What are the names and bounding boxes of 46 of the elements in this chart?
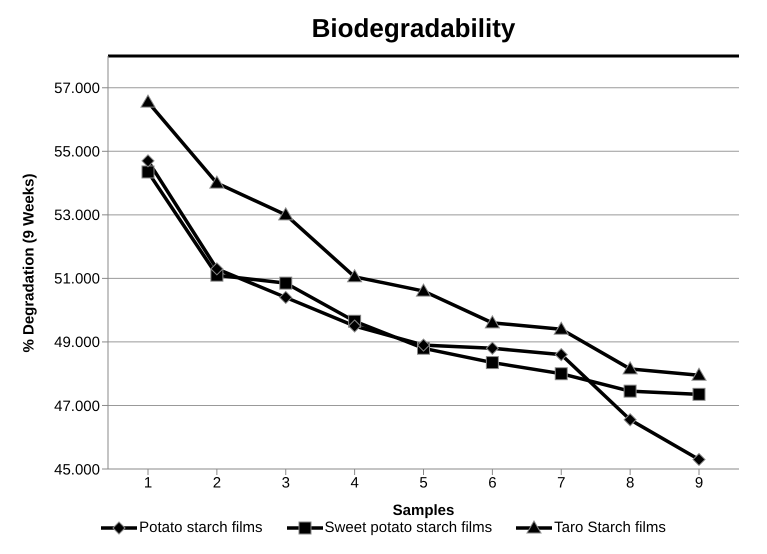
point (692, 388, 706, 401)
point (209, 176, 224, 189)
legend-label: Potato starch films (139, 519, 263, 536)
point (624, 413, 637, 426)
y-tick-label: 51.000 (54, 270, 100, 288)
point (279, 276, 292, 290)
chart-title: Biodegradability (310, 12, 516, 45)
y-axis-title: % Degradation (9 Weeks) (20, 174, 38, 352)
point (279, 290, 292, 304)
point (142, 154, 154, 168)
point (347, 269, 362, 282)
point (622, 361, 638, 374)
point (210, 262, 224, 276)
x-tick-label: 9 (694, 474, 704, 492)
point (554, 348, 568, 362)
point (624, 384, 637, 398)
legend-label: Taro Starch films (554, 519, 666, 536)
point (486, 356, 499, 370)
point (142, 165, 154, 178)
y-tick-label: 57.000 (54, 80, 100, 98)
x-tick-label: 6 (488, 474, 497, 492)
point (416, 284, 431, 297)
point (692, 368, 706, 381)
x-tick-label: 2 (212, 474, 222, 492)
y-tick-label: 55.000 (54, 144, 100, 161)
x-tick-label: 4 (350, 474, 359, 492)
point (486, 342, 499, 355)
x-tick-label: 5 (419, 474, 428, 492)
legend-label: Sweet potato starch films (324, 519, 492, 536)
y-tick-label: 53.000 (54, 207, 100, 224)
point (348, 320, 362, 333)
point (554, 367, 568, 380)
y-tick-label: 47.000 (54, 398, 100, 415)
point (554, 322, 569, 335)
x-tick-label: 7 (557, 474, 566, 492)
y-tick-label: 49.000 (54, 334, 100, 352)
x-axis-title: Samples (392, 502, 454, 519)
point (140, 94, 156, 108)
point (692, 452, 706, 466)
point (278, 207, 294, 220)
y-tick-label: 45.000 (54, 461, 100, 478)
x-tick-label: 3 (282, 474, 290, 492)
x-tick-label: 1 (144, 474, 152, 492)
point (484, 315, 500, 328)
point (417, 338, 430, 352)
x-tick-label: 8 (626, 474, 634, 492)
